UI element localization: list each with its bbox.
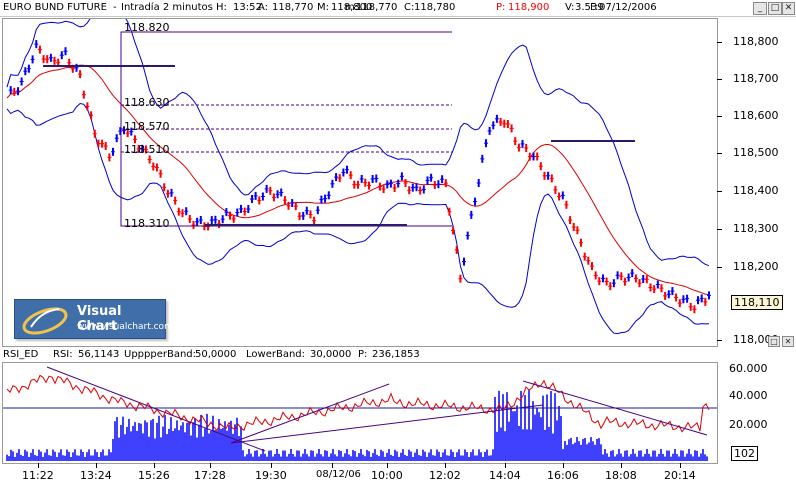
maximize-button[interactable]: □ xyxy=(768,336,780,347)
time-tick-label: 17:28 xyxy=(194,469,226,482)
time-tick-label: 13:24 xyxy=(80,469,112,482)
rsi-value: 56,1143 xyxy=(78,349,119,360)
field-label: P: xyxy=(496,2,505,13)
upper-band-line xyxy=(7,19,709,266)
indicator-chart xyxy=(3,363,717,461)
time-tick xyxy=(154,463,155,468)
time-tick xyxy=(271,463,272,468)
time-tick-label: 10:00 xyxy=(371,469,403,482)
time-tick-label: 20:14 xyxy=(664,469,696,482)
field-label: A: xyxy=(258,2,268,13)
visual-chart-logo: Visual Chart www.visualchart.com xyxy=(14,299,166,339)
retracement-level-label: 118.570 xyxy=(124,120,170,133)
time-tick xyxy=(680,463,681,468)
field-value: 07/12/2006 xyxy=(599,2,657,13)
time-tick-label: 19:30 xyxy=(255,469,287,482)
price-tick xyxy=(717,340,722,341)
close-icon[interactable]: ✕ xyxy=(782,336,794,347)
title-bar: EURO BUND FUTURE - Intradía 2 minutos H:… xyxy=(0,0,796,17)
field-label: F: xyxy=(590,2,598,13)
field-value: 118,900 xyxy=(508,2,549,13)
field-label: C: xyxy=(404,2,414,13)
price-tick xyxy=(717,153,722,154)
indicator-tick-label: 60.000 xyxy=(729,362,768,375)
price-tick-label: 118,200 xyxy=(733,260,779,273)
retracement-level-label: 118.510 xyxy=(124,143,170,156)
time-tick-label: 18:08 xyxy=(605,469,637,482)
indicator-header: RSI_ED RSI: 56,1143 UpppperBand: 50,0000… xyxy=(0,349,796,363)
indicator-last-value: 102 xyxy=(731,446,758,461)
p-value: 236,1853 xyxy=(372,349,420,360)
time-tick xyxy=(445,463,446,468)
time-tick xyxy=(387,463,388,468)
rsi-trendline xyxy=(231,405,543,443)
field-label: V: xyxy=(565,2,574,13)
close-icon[interactable]: ✕ xyxy=(782,2,795,15)
price-tick xyxy=(717,191,722,192)
rsi-label: RSI: xyxy=(53,349,73,360)
retracement-level-label: 118.820 xyxy=(124,21,170,34)
time-tick-label: 15:26 xyxy=(138,469,170,482)
indicator-tick-label: 20.000 xyxy=(729,418,768,431)
lower-band-value: 30,0000 xyxy=(310,349,351,360)
price-tick xyxy=(717,79,722,80)
last-price-box: 118,110 xyxy=(731,295,783,310)
price-tick-label: 118,600 xyxy=(733,109,779,122)
time-tick xyxy=(505,463,506,468)
price-tick-label: 118,800 xyxy=(733,35,779,48)
price-tick-label: 118,400 xyxy=(733,184,779,197)
instrument-name: EURO BUND FUTURE xyxy=(3,2,107,13)
time-tick xyxy=(621,463,622,468)
moving-average-line xyxy=(7,65,709,295)
price-tick xyxy=(717,229,722,230)
minimize-button[interactable]: _ xyxy=(753,2,767,15)
price-chart: 118.820 118.630 118.570 118.510 118.310 xyxy=(3,19,717,344)
time-tick xyxy=(210,463,211,468)
time-tick-label: 12:02 xyxy=(429,469,461,482)
time-tick-label: 11:22 xyxy=(22,469,54,482)
maximize-button[interactable]: □ xyxy=(768,2,782,15)
time-tick-label: 08/12/06 xyxy=(316,469,361,480)
upper-band-value: 50,0000 xyxy=(195,349,236,360)
title-separator: - xyxy=(113,2,117,13)
time-tick xyxy=(332,463,333,468)
price-tick-label: 118,500 xyxy=(733,146,779,159)
time-tick-label: 16:06 xyxy=(547,469,579,482)
field-value: 118,780 xyxy=(414,2,455,13)
rsi-trendline xyxy=(47,367,265,451)
price-tick-label: 118,700 xyxy=(733,72,779,85)
indicator-tick-label: 40.000 xyxy=(729,389,768,402)
time-tick xyxy=(96,463,97,468)
upper-band-label: UpppperBand: xyxy=(124,349,196,360)
lower-band-label: LowerBand: xyxy=(246,349,305,360)
field-value: 118,770 xyxy=(356,2,397,13)
field-value: 118,770 xyxy=(272,2,313,13)
indicator-name: RSI_ED xyxy=(3,349,38,360)
time-tick xyxy=(563,463,564,468)
price-tick xyxy=(717,116,722,117)
price-tick xyxy=(717,42,722,43)
field-label: M: xyxy=(317,2,329,13)
logo-url: www.visualchart.com xyxy=(77,322,173,332)
chart-period: Intradía 2 minutos xyxy=(121,2,213,13)
rsi-trendline xyxy=(231,384,389,443)
price-tick xyxy=(717,267,722,268)
field-label: H: xyxy=(216,2,227,13)
time-tick-label: 14:04 xyxy=(489,469,521,482)
retracement-level-label: 118.630 xyxy=(124,96,170,109)
p-label: P: xyxy=(358,349,367,360)
retracement-level-label: 118.310 xyxy=(124,217,170,230)
time-tick xyxy=(38,463,39,468)
price-tick-label: 118,300 xyxy=(733,222,779,235)
rsi-line xyxy=(7,375,709,431)
